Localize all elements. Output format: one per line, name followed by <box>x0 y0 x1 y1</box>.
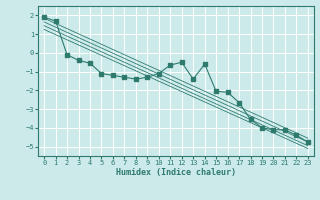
X-axis label: Humidex (Indice chaleur): Humidex (Indice chaleur) <box>116 168 236 177</box>
